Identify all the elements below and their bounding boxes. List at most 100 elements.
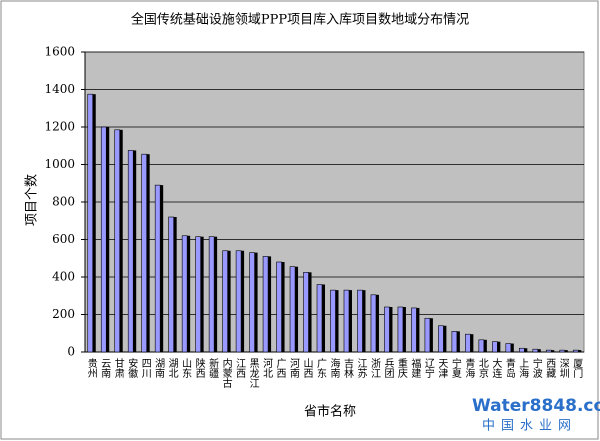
x-tick-label: 大连 [490,357,502,379]
x-tick-label: 深圳 [557,358,569,378]
bar-shadow [335,290,339,352]
bar-shadow [537,349,541,352]
x-tick-label: 云南 [99,358,111,378]
y-tick-label: 1400 [44,82,75,96]
x-tick-label: 甘肃 [112,357,124,379]
x-tick-label: 上海 [517,358,529,379]
x-tick-label: 北京 [476,358,488,379]
bar [559,349,566,353]
bar [370,294,377,353]
bar [343,289,350,353]
x-tick-label: 福建 [409,357,421,378]
bar-shadow [510,343,514,352]
bar-shadow [133,150,137,352]
x-tick-label: 西藏 [544,358,556,379]
y-tick-label: 1000 [44,157,75,171]
x-tick-label: 江苏 [355,358,367,379]
bar-shadow [443,325,447,352]
bar [451,331,458,353]
bar [222,250,228,353]
bar [235,250,242,353]
bar-shadow [92,94,96,352]
bar [168,216,174,353]
bar-shadow [173,217,177,352]
bar [424,317,431,353]
bar-shadow [281,262,285,352]
x-tick-label: 广西 [274,358,286,378]
bar-shadow [362,290,366,352]
y-tick-label: 400 [52,270,75,284]
x-tick-label: 黑龙江 [247,358,259,388]
y-tick-label: 800 [52,195,75,209]
x-tick-label: 吉林 [341,358,353,379]
bar-shadow [483,339,487,352]
bar-shadow [227,250,231,352]
bar [141,153,147,353]
x-tick-label: 青岛 [503,357,515,379]
bar-shadow [254,252,258,352]
x-tick-label: 海南 [328,357,340,378]
chart-title: 全国传统基础设施领域PPP项目库入库项目数地域分布情况 [131,12,469,28]
bar-shadow [497,341,501,352]
x-tick-label: 兵团 [382,357,394,379]
bar [411,307,417,353]
y-axis-label: 项目个数 [25,174,40,226]
bar [249,252,255,353]
y-tick-label: 200 [52,307,75,321]
x-tick-label: 江西 [234,358,246,378]
x-tick-label: 宁波 [530,357,542,379]
bar-shadow [119,129,123,352]
bar-shadow [389,307,393,352]
bar [208,236,215,353]
bar [438,325,444,353]
bar-shadow [470,334,474,352]
bar [127,150,134,353]
x-axis-label: 省市名称 [304,404,356,420]
bar-shadow [402,307,406,352]
bar-shadow [416,307,420,352]
bar [505,343,512,353]
bar [384,306,390,353]
bar-shadow [187,235,191,352]
y-tick-label: 1200 [44,120,75,134]
x-tick-label: 四川 [139,358,151,378]
x-tick-label: 辽宁 [422,358,434,378]
x-tick-label: 陕西 [193,357,205,378]
x-tick-label: 贵州 [85,357,97,378]
bar [195,236,201,353]
x-tick-label: 浙江 [368,358,380,378]
x-tick-label: 湖北 [166,358,178,378]
bar [262,256,269,353]
bar [572,349,579,353]
bar-shadow [551,350,555,352]
bar-shadow [268,256,272,352]
bar [87,93,94,353]
x-tick-label: 天津 [436,358,448,379]
bar [492,341,498,353]
bar-shadow [160,185,164,352]
bar-shadow [214,236,218,352]
x-tick-label: 山东 [180,358,192,378]
bar [289,266,296,353]
x-tick-label: 厦门 [571,358,583,379]
y-tick-label: 1600 [44,45,75,59]
bar-shadow [146,154,150,352]
bar [519,347,525,353]
bar-shadow [429,318,433,352]
y-tick-label: 0 [67,345,75,359]
x-tick-label: 广东 [315,358,327,378]
x-tick-label: 湖南 [153,358,165,378]
bar [303,272,309,353]
bar [532,348,539,353]
bar [316,284,323,353]
bar-shadow [322,284,326,352]
bar [465,333,471,353]
bar-shadow [106,127,110,352]
x-tick-label: 重庆 [395,357,407,379]
bar [545,349,552,353]
x-tick-label: 安徽 [126,357,138,379]
bar [100,126,107,353]
watermark-brand: Water8848.com [472,396,600,416]
